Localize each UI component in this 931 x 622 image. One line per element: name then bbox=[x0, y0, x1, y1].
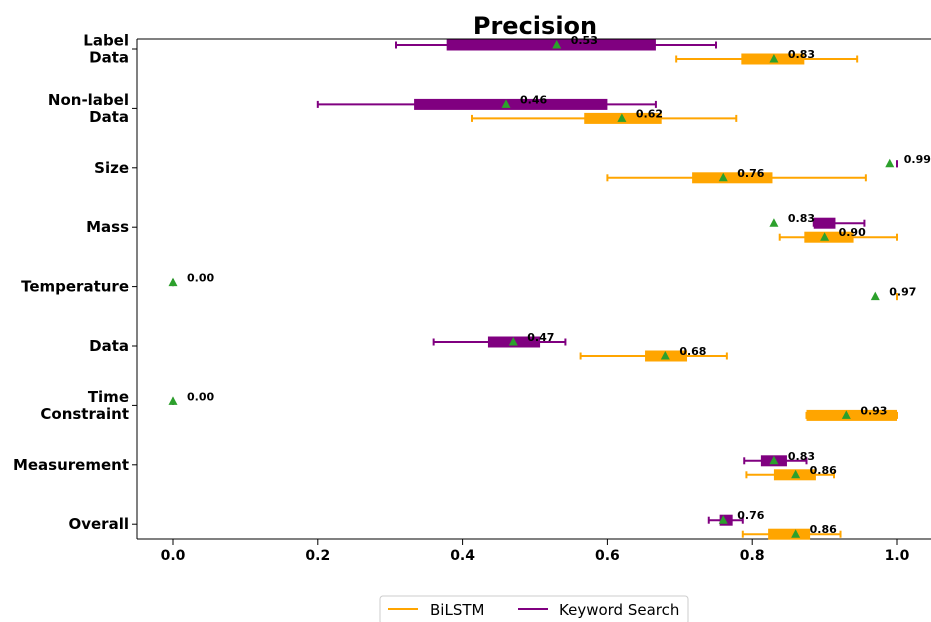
iqr-box bbox=[719, 514, 733, 526]
box-bilstm bbox=[579, 350, 728, 362]
box-keyword-search bbox=[769, 217, 866, 229]
mean-marker bbox=[820, 232, 830, 241]
mean-marker bbox=[617, 113, 627, 122]
mean-marker bbox=[501, 99, 511, 108]
mean-marker bbox=[660, 351, 670, 360]
mean-marker bbox=[552, 40, 562, 49]
x-tick-label: 0.6 bbox=[595, 548, 620, 564]
mean-value-label: 0.99 bbox=[904, 153, 931, 166]
mean-value-label: 0.90 bbox=[839, 226, 866, 239]
x-tick-label: 1.0 bbox=[885, 548, 910, 564]
mean-value-label: 0.83 bbox=[788, 450, 815, 463]
y-ticks: Label Data Non-label Data Size Mass Temperatur… bbox=[13, 32, 137, 533]
y-tick-label: Data bbox=[89, 337, 129, 355]
iqr-box bbox=[804, 231, 854, 243]
box-bilstm bbox=[606, 172, 867, 184]
mean-marker bbox=[769, 455, 779, 465]
chart-title: Precision bbox=[473, 12, 597, 40]
box-keyword-search bbox=[168, 277, 178, 287]
y-tick-label: Mass bbox=[86, 218, 129, 236]
box-keyword-search bbox=[394, 39, 717, 51]
mean-value-label: 0.83 bbox=[788, 212, 815, 225]
box-keyword-search bbox=[168, 396, 178, 405]
mean-marker bbox=[718, 172, 728, 182]
mean-value-label: 0.97 bbox=[889, 286, 916, 299]
mean-marker bbox=[841, 410, 851, 419]
legend: BiLSTM Keyword Search bbox=[379, 595, 689, 622]
y-tick-label: Overall bbox=[68, 515, 129, 533]
mean-value-label: 0.76 bbox=[737, 167, 764, 180]
iqr-box bbox=[806, 409, 897, 421]
iqr-box bbox=[414, 98, 608, 110]
box-bilstm bbox=[745, 469, 836, 481]
box-bilstm bbox=[741, 528, 842, 540]
iqr-box bbox=[813, 217, 836, 229]
mean-value-label: 0.00 bbox=[187, 272, 214, 285]
x-tick-label: 0.4 bbox=[450, 548, 475, 564]
y-tick-label: Measurement bbox=[13, 456, 129, 474]
box-bilstm bbox=[805, 409, 898, 421]
mean-marker bbox=[791, 529, 801, 538]
x-tick-label: 0.2 bbox=[305, 548, 330, 564]
y-tick-label: Size bbox=[94, 159, 129, 177]
mean-marker bbox=[870, 291, 880, 301]
box-bilstm bbox=[675, 53, 859, 65]
mean-value-label: 0.83 bbox=[788, 48, 815, 61]
box-bilstm bbox=[870, 291, 898, 301]
y-tick-label: Time Constraint bbox=[40, 388, 129, 423]
box-bilstm bbox=[471, 112, 738, 124]
mean-marker bbox=[769, 218, 779, 227]
mean-marker bbox=[718, 515, 728, 524]
mean-value-label: 0.86 bbox=[810, 523, 837, 536]
mean-marker bbox=[508, 337, 518, 346]
mean-marker bbox=[791, 469, 801, 479]
mean-marker bbox=[168, 277, 178, 287]
y-tick-label: Non-label Data bbox=[48, 91, 129, 126]
mean-marker bbox=[168, 396, 178, 405]
y-tick-label: Label Data bbox=[83, 32, 129, 67]
mean-marker bbox=[885, 158, 895, 168]
mean-value-label: 0.46 bbox=[520, 93, 547, 106]
box-keyword-search bbox=[743, 455, 808, 467]
mean-value-label: 0.47 bbox=[527, 331, 554, 344]
iqr-box bbox=[768, 528, 811, 540]
x-tick-label: 0.0 bbox=[161, 548, 186, 564]
mean-value-label: 0.62 bbox=[636, 107, 663, 120]
mean-value-label: 0.53 bbox=[571, 34, 598, 47]
mean-value-label: 0.00 bbox=[187, 390, 214, 403]
x-ticks: 0.0 0.2 0.4 0.6 0.8 1.0 bbox=[161, 539, 910, 564]
y-tick-label: Temperature bbox=[21, 278, 129, 296]
mean-value-label: 0.76 bbox=[737, 509, 764, 522]
box-keyword-search bbox=[707, 514, 744, 526]
legend-label-keyword-search: Keyword Search bbox=[559, 601, 679, 619]
mean-value-label: 0.68 bbox=[679, 345, 706, 358]
box-bilstm bbox=[778, 231, 898, 243]
x-tick-label: 0.8 bbox=[740, 548, 765, 564]
mean-value-label: 0.86 bbox=[810, 464, 837, 477]
mean-value-label: 0.93 bbox=[860, 404, 887, 417]
box-keyword-search bbox=[885, 158, 898, 168]
legend-label-bilstm: BiLSTM bbox=[430, 601, 484, 619]
mean-marker bbox=[769, 54, 779, 63]
box-keyword-search bbox=[432, 336, 567, 348]
box-plots bbox=[168, 39, 898, 540]
iqr-box bbox=[692, 172, 773, 184]
mean-labels: 0.83 0.62 0.76 0.90 0.97 0.68 0.93 0.86 0.86 0.53… bbox=[187, 34, 931, 536]
box-keyword-search bbox=[316, 98, 657, 110]
iqr-box bbox=[446, 39, 656, 51]
